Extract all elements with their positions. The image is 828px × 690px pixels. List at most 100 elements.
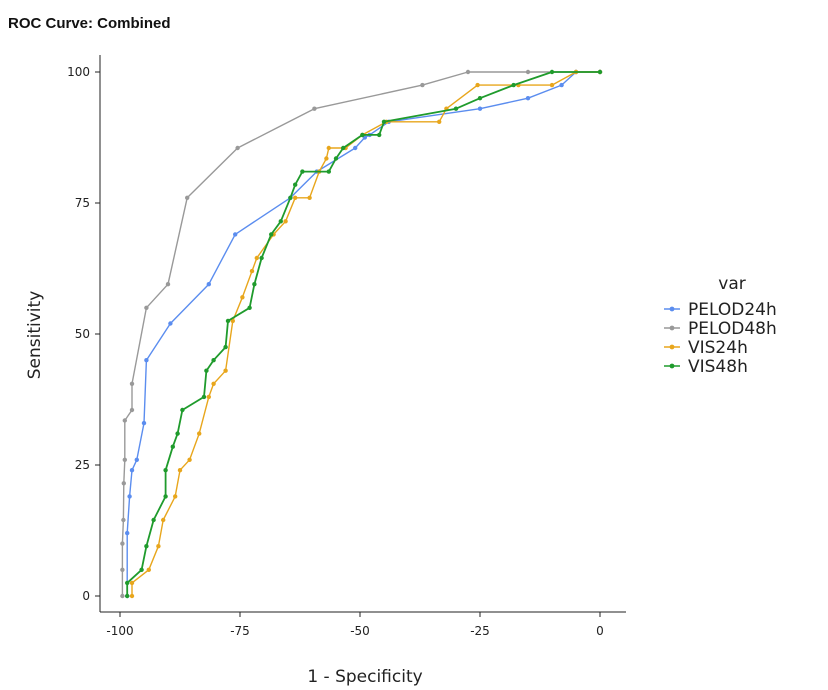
legend-label: VIS48h (688, 357, 748, 377)
x-axis-title: 1 - Specificity (307, 667, 422, 687)
x-tick-label: -75 (230, 624, 250, 638)
data-point (122, 457, 128, 462)
data-point (156, 544, 161, 549)
data-point (420, 82, 425, 88)
series-vis24h (129, 69, 603, 599)
y-axis-title: Sensitivity (25, 291, 45, 380)
data-point (177, 468, 183, 473)
data-point (437, 119, 442, 125)
data-point (206, 282, 211, 287)
y-tick-label: 25 (75, 458, 90, 472)
data-point (134, 457, 139, 462)
data-point (125, 580, 130, 586)
legend-label: VIS24h (688, 338, 748, 358)
data-point (201, 394, 207, 400)
data-point (129, 580, 135, 586)
x-tick-label: 0 (596, 624, 604, 638)
data-point (333, 156, 339, 161)
data-point (120, 593, 125, 599)
legend-key-point (669, 344, 675, 350)
data-point (139, 567, 144, 572)
data-point (252, 282, 257, 287)
data-point (165, 282, 171, 287)
chart-title: ROC Curve: Combined (8, 15, 171, 32)
data-point (225, 318, 231, 324)
data-point (129, 593, 135, 599)
data-point (511, 82, 516, 88)
plot-area (120, 69, 603, 599)
data-point (247, 305, 252, 310)
data-point (559, 82, 564, 88)
data-point (465, 69, 471, 75)
data-point (206, 394, 211, 400)
data-point (120, 567, 125, 572)
data-point (163, 494, 168, 499)
data-point (549, 82, 555, 88)
data-point (549, 69, 555, 75)
series-pelod24h (125, 69, 603, 599)
data-point (307, 195, 312, 200)
data-point (122, 418, 128, 423)
data-point (129, 468, 135, 473)
data-point (477, 96, 483, 101)
data-point (161, 517, 166, 523)
data-point (211, 381, 216, 386)
data-point (475, 82, 480, 88)
data-point (125, 530, 130, 536)
legend-label: PELOD48h (688, 319, 777, 339)
legend-item: VIS24h (664, 338, 748, 358)
data-point (360, 132, 365, 138)
data-point (324, 156, 329, 161)
data-point (288, 195, 293, 200)
data-point (141, 420, 147, 426)
data-point (223, 368, 228, 373)
data-point (597, 69, 603, 75)
data-point (144, 358, 149, 363)
data-point (223, 344, 228, 350)
series-line (131, 71, 600, 596)
data-point (121, 517, 126, 523)
data-point (326, 145, 331, 151)
data-point (230, 318, 235, 324)
y-tick-label: 100 (67, 65, 90, 79)
x-tick-label: -100 (106, 624, 133, 638)
data-point (170, 444, 175, 449)
series-pelod48h (120, 69, 603, 599)
data-point (168, 321, 173, 326)
legend-item: VIS48h (664, 357, 748, 377)
data-point (180, 407, 185, 413)
data-point (249, 268, 255, 274)
data-point (175, 431, 180, 436)
data-point (283, 219, 288, 224)
data-point (341, 145, 346, 151)
data-point (453, 106, 459, 111)
data-point (146, 567, 151, 572)
data-point (129, 381, 135, 386)
data-point (326, 169, 331, 174)
data-point (278, 219, 283, 224)
axes: -100 -75 -50 -25 0 0 25 50 75 100 (67, 55, 626, 638)
data-point (312, 106, 317, 111)
data-point (197, 431, 202, 436)
data-point (525, 69, 531, 75)
data-point (235, 145, 240, 151)
data-point (477, 106, 483, 111)
y-tick-label: 50 (75, 327, 90, 341)
data-point (300, 169, 305, 174)
series-line (126, 71, 600, 596)
data-point (129, 407, 135, 413)
data-point (163, 468, 168, 473)
series-line (121, 71, 600, 596)
series-line (126, 71, 600, 596)
x-tick-label: -25 (470, 624, 490, 638)
y-tick-label: 0 (82, 589, 90, 603)
data-point (259, 255, 264, 261)
series-vis48h (125, 69, 603, 599)
data-point (144, 544, 149, 549)
legend-title: var (718, 274, 745, 294)
data-point (120, 541, 125, 546)
data-point (254, 255, 259, 261)
data-point (353, 145, 358, 151)
